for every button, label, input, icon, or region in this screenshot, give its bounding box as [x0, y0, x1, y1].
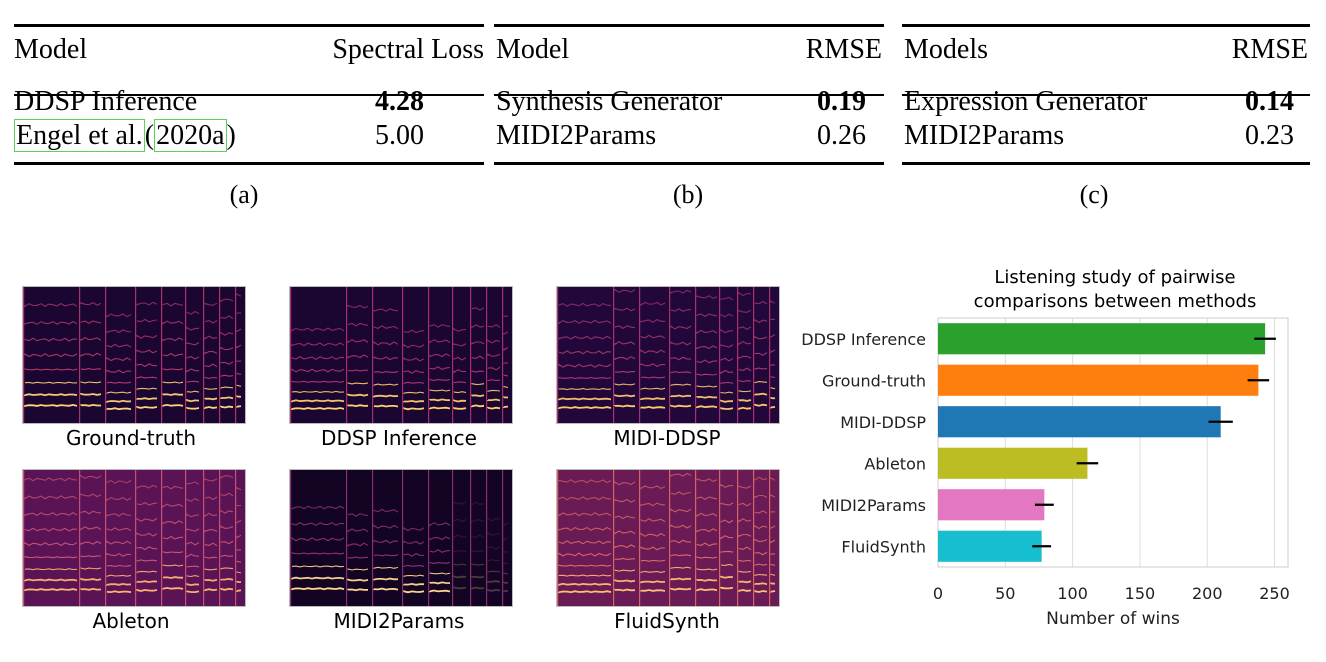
bar — [938, 364, 1259, 396]
spectrogram-image — [556, 286, 780, 424]
bar — [938, 530, 1042, 562]
table-row-model: MIDI2Params — [904, 120, 1065, 151]
table-b-caption: (b) — [672, 180, 704, 209]
x-tick-label: 0 — [933, 584, 943, 603]
table-header-metric: Spectral Loss — [332, 34, 484, 65]
spectrogram-image — [22, 286, 246, 424]
table-a-caption: (a) — [229, 180, 259, 209]
table-header-model: Models — [904, 34, 988, 65]
table-header-model: Model — [496, 34, 570, 65]
table-header-metric: RMSE — [805, 34, 882, 65]
table-b: Model RMSE Synthesis Generator 0.19 MIDI… — [494, 24, 884, 166]
table-top-rule — [494, 24, 884, 27]
spectrogram-image — [289, 469, 513, 607]
table-header-model: Model — [14, 34, 88, 65]
table-row-model: Synthesis Generator — [496, 86, 723, 117]
chart-title-line: comparisons between methods — [973, 291, 1257, 312]
citation-link-author[interactable]: Engel et al. — [14, 119, 145, 152]
category-label: MIDI-DDSP — [840, 413, 926, 432]
citation-paren-open: ( — [144, 120, 155, 151]
spectrogram-label: MIDI2Params — [333, 609, 465, 633]
table-bottom-rule — [14, 162, 484, 165]
x-tick-label: 150 — [1125, 584, 1156, 603]
bar — [938, 447, 1088, 479]
table-row-model: MIDI2Params — [496, 120, 657, 151]
category-label: Ground-truth — [822, 371, 926, 390]
spectrogram-image — [289, 286, 513, 424]
table-row-value: 4.28 — [375, 86, 424, 117]
table-top-rule — [902, 24, 1310, 27]
table-row-value: 0.23 — [1245, 120, 1294, 151]
spectrogram-label: Ground-truth — [65, 426, 197, 450]
table-row-value: 0.26 — [817, 120, 866, 151]
table-top-rule — [14, 24, 484, 27]
category-label: Ableton — [864, 454, 926, 473]
spectrogram-label: Ableton — [92, 609, 170, 633]
table-row-model: DDSP Inference — [14, 86, 198, 117]
x-axis-label: Number of wins — [1046, 609, 1180, 629]
table-c-caption: (c) — [1079, 180, 1109, 209]
category-label: MIDI2Params — [821, 496, 926, 515]
table-header-metric: RMSE — [1231, 34, 1308, 65]
bar — [938, 323, 1266, 355]
table-mid-rule — [902, 94, 1310, 96]
table-a: Model Spectral Loss DDSP Inference 4.28 … — [14, 24, 484, 166]
x-tick-label: 100 — [1057, 584, 1088, 603]
bar — [938, 489, 1045, 521]
category-label: FluidSynth — [841, 537, 926, 556]
spectrogram-image — [556, 469, 780, 607]
table-mid-rule — [14, 94, 484, 96]
citation-paren-close: ) — [226, 120, 236, 151]
table-bottom-rule — [902, 162, 1310, 165]
table-c: Models RMSE Expression Generator 0.14 MI… — [902, 24, 1310, 166]
table-row-model: Engel et al.(2020a) — [14, 119, 236, 152]
x-tick-label: 50 — [995, 584, 1015, 603]
category-label: DDSP Inference — [801, 330, 926, 349]
table-row-value: 0.14 — [1245, 86, 1294, 117]
x-tick-label: 200 — [1192, 584, 1223, 603]
spectrogram-image — [22, 469, 246, 607]
spectrogram-label: DDSP Inference — [321, 426, 477, 450]
table-row-model: Expression Generator — [904, 86, 1148, 117]
chart-title: Listening study of pairwise comparisons … — [940, 266, 1290, 314]
bar — [938, 406, 1221, 438]
table-row-value: 5.00 — [375, 120, 424, 151]
x-tick-label: 250 — [1259, 584, 1290, 603]
chart-title-line: Listening study of pairwise — [994, 267, 1236, 288]
spectrogram-label: FluidSynth — [614, 609, 720, 633]
plot-frame — [937, 317, 1289, 568]
table-mid-rule — [494, 94, 884, 96]
table-bottom-rule — [494, 162, 884, 165]
citation-link-year[interactable]: 2020a — [154, 119, 227, 152]
spectrogram-label: MIDI-DDSP — [613, 426, 721, 450]
table-row-value: 0.19 — [817, 86, 866, 117]
